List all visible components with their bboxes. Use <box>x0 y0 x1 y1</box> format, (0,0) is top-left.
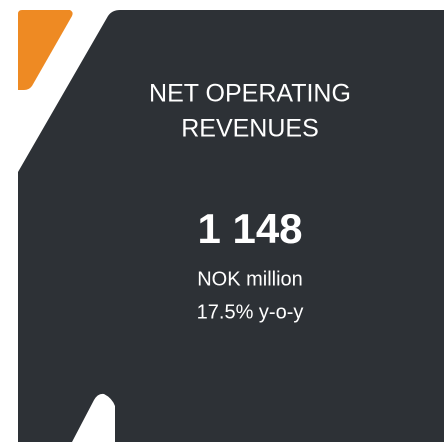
title-line: NET OPERATING <box>149 80 351 108</box>
title-line: REVENUES <box>181 115 319 143</box>
kpi-value: 1 148 <box>197 205 302 252</box>
kpi-change: 17.5% y-o-y <box>197 301 304 323</box>
accent-shape <box>18 10 73 90</box>
tile-background <box>18 10 444 442</box>
kpi-unit: NOK million <box>197 268 303 290</box>
